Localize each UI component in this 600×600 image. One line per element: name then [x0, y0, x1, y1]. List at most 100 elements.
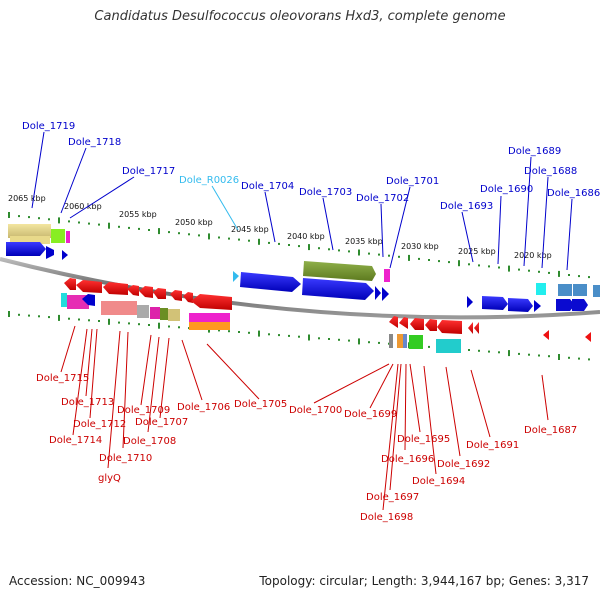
gene-arrow-red[interactable] — [468, 322, 473, 334]
bottom-gene-label[interactable]: Dole_1710 — [99, 453, 152, 464]
bottom-gene-label[interactable]: Dole_1700 — [289, 405, 342, 416]
gene-block-green[interactable] — [409, 335, 423, 349]
gene-block-grey[interactable] — [389, 334, 393, 348]
gene-arrow-red[interactable] — [437, 320, 462, 334]
scale-tick — [218, 236, 220, 239]
gene-arrow-blue[interactable] — [46, 246, 54, 259]
gene-arrow-red[interactable] — [389, 316, 398, 328]
scale-tick — [268, 241, 270, 244]
gene-block-khaki[interactable] — [8, 224, 51, 238]
bottom-gene-label[interactable]: Dole_1699 — [344, 409, 397, 420]
gene-arrow-red[interactable] — [399, 317, 408, 329]
bottom-gene-label[interactable]: Dole_1712 — [73, 419, 126, 430]
gene-arrow-blue[interactable] — [508, 298, 533, 312]
gene-block-green[interactable] — [51, 229, 65, 243]
gene-block-steelblue[interactable] — [403, 334, 407, 348]
bottom-gene-label[interactable]: Dole_1694 — [412, 476, 465, 487]
top-gene-label[interactable]: Dole_1717 — [122, 166, 175, 177]
gene-arrow-red[interactable] — [103, 282, 128, 295]
bottom-gene-label[interactable]: Dole_1708 — [123, 436, 176, 447]
bottom-gene-label[interactable]: Dole_1706 — [177, 402, 230, 413]
top-gene-label[interactable]: Dole_1703 — [299, 187, 352, 198]
gene-block-orange[interactable] — [189, 322, 230, 330]
bottom-gene-label[interactable]: Dole_1705 — [234, 399, 287, 410]
gene-arrow-blue[interactable] — [62, 250, 68, 260]
gene-arrow-red[interactable] — [170, 290, 182, 301]
gene-arrow-red[interactable] — [76, 280, 102, 293]
gene-arrow-dole-1703[interactable] — [302, 278, 374, 300]
top-gene-label[interactable]: Dole_1718 — [68, 137, 121, 148]
gene-block-cyan[interactable] — [61, 293, 67, 307]
gene-block-khaki-2[interactable] — [10, 236, 50, 244]
bottom-gene-label[interactable]: Dole_1691 — [466, 440, 519, 451]
gene-arrow-red[interactable] — [543, 330, 549, 340]
gene-arrow-red[interactable] — [191, 294, 232, 310]
feature-tick — [168, 325, 170, 328]
bottom-gene-label[interactable]: Dole_1695 — [397, 434, 450, 445]
top-gene-label[interactable]: Dole_1704 — [241, 181, 294, 192]
gene-block-magenta[interactable] — [384, 269, 390, 282]
gene-arrow-blue[interactable] — [467, 296, 473, 308]
bottom-gene-label[interactable]: Dole_1687 — [524, 425, 577, 436]
gene-block-olive[interactable] — [160, 308, 168, 320]
gene-arrow-red[interactable] — [64, 278, 76, 290]
gene-block-khaki[interactable] — [168, 309, 180, 321]
top-gene-label[interactable]: Dole_1693 — [440, 201, 493, 212]
gene-arrow-red[interactable] — [425, 319, 437, 331]
top-gene-label[interactable]: Dole_1690 — [480, 184, 533, 195]
gene-arrow-red[interactable] — [127, 285, 139, 296]
gene-arrow-blue[interactable] — [6, 242, 46, 256]
gene-arrow-blue[interactable] — [556, 299, 575, 311]
feature-tick — [158, 322, 160, 329]
gene-arrow-red[interactable] — [585, 332, 591, 342]
gene-block-steelblue[interactable] — [573, 284, 587, 296]
gene-arrow-dole-1690[interactable] — [482, 296, 508, 310]
scale-tick — [478, 264, 480, 267]
gene-block-magenta[interactable] — [66, 231, 70, 243]
bottom-gene-label[interactable]: Dole_1692 — [437, 459, 490, 470]
gene-arrow-blue[interactable] — [82, 294, 95, 306]
top-gene-label[interactable]: Dole_1702 — [356, 193, 409, 204]
bottom-gene-label[interactable]: Dole_1709 — [117, 405, 170, 416]
gene-arrow-red[interactable] — [474, 322, 479, 334]
gene-arrow-red[interactable] — [183, 292, 193, 303]
bottom-gene-label[interactable]: Dole_1715 — [36, 373, 89, 384]
top-gene-label[interactable]: Dole_1689 — [508, 146, 561, 157]
top-gene-label[interactable]: Dole_R0026 — [179, 175, 239, 186]
gene-arrow-blue[interactable] — [375, 286, 381, 300]
feature-tick — [338, 338, 340, 341]
feature-tick — [108, 318, 110, 325]
gene-arrow-red[interactable] — [410, 318, 424, 330]
top-gene-label[interactable]: Dole_1719 — [22, 121, 75, 132]
gene-block-salmon[interactable] — [101, 301, 137, 315]
bottom-gene-label[interactable]: Dole_1696 — [381, 454, 434, 465]
scale-tick — [398, 255, 400, 258]
gene-block-steelblue[interactable] — [558, 284, 572, 296]
gene-block-orange[interactable] — [397, 334, 403, 348]
gene-block-cyan[interactable] — [536, 283, 546, 295]
bottom-gene-label[interactable]: Dole_1707 — [135, 417, 188, 428]
rna-marker[interactable] — [233, 271, 239, 282]
gene-block-steelblue[interactable] — [593, 285, 600, 297]
gene-arrow-blue[interactable] — [534, 300, 541, 312]
bottom-gene-label[interactable]: Dole_1698 — [360, 512, 413, 523]
bottom-gene-label[interactable]: glyQ — [98, 473, 121, 484]
gene-block-magenta[interactable] — [189, 313, 230, 322]
top-gene-label[interactable]: Dole_1701 — [386, 176, 439, 187]
top-gene-label[interactable]: Dole_1686 — [547, 188, 600, 199]
bottom-gene-label[interactable]: Dole_1713 — [61, 397, 114, 408]
gene-arrow-dole-1704[interactable] — [240, 272, 301, 292]
bottom-gene-label[interactable]: Dole_1714 — [49, 435, 102, 446]
gene-block-magenta[interactable] — [150, 307, 160, 319]
feature-tick — [228, 330, 230, 333]
top-gene-label[interactable]: Dole_1688 — [524, 166, 577, 177]
gene-arrow-blue[interactable] — [572, 299, 588, 311]
gene-arrow-red[interactable] — [153, 288, 166, 299]
gene-block-cyan[interactable] — [436, 339, 461, 353]
bottom-gene-label[interactable]: Dole_1697 — [366, 492, 419, 503]
gene-block-olive[interactable] — [303, 261, 376, 281]
gene-arrow-blue[interactable] — [382, 287, 389, 301]
scale-tick — [448, 261, 450, 264]
gene-arrow-red[interactable] — [139, 286, 153, 298]
gene-block-grey[interactable] — [137, 305, 149, 318]
